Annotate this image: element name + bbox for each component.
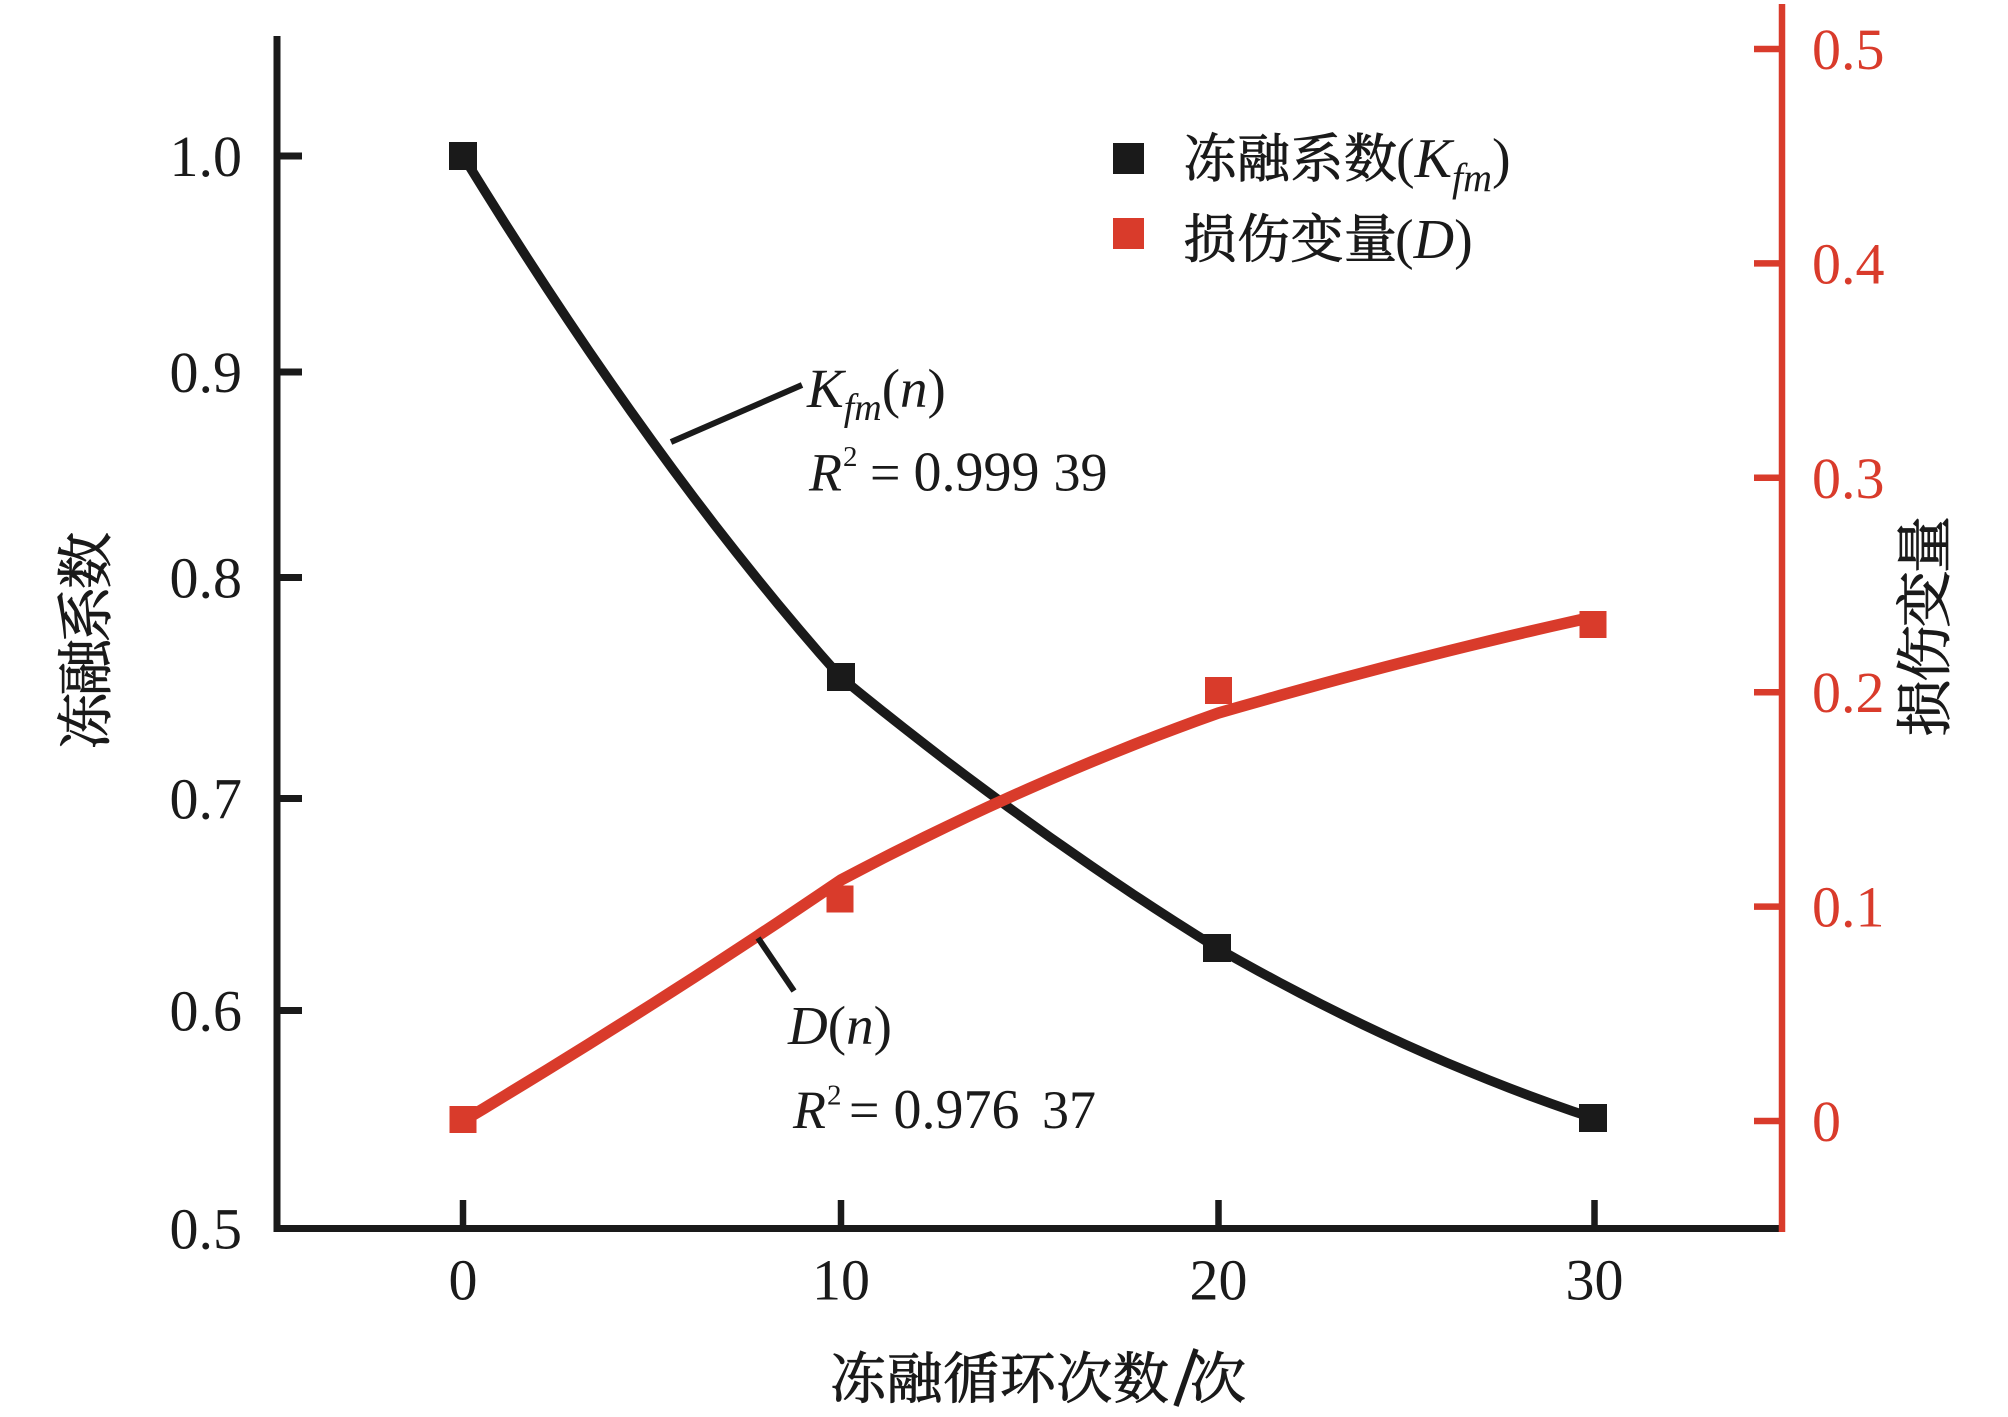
- svg-text:=: =: [870, 443, 900, 503]
- svg-text:0.2: 0.2: [1812, 660, 1885, 725]
- svg-text:Kfm(n): Kfm(n): [806, 358, 946, 429]
- svg-text:0.976: 0.976: [894, 1079, 1020, 1141]
- svg-text:R: R: [792, 1080, 826, 1140]
- svg-text:D(n): D(n): [787, 995, 892, 1056]
- svg-text:2: 2: [827, 1080, 842, 1112]
- svg-text:0.9: 0.9: [170, 340, 243, 405]
- svg-text:=: =: [849, 1080, 879, 1140]
- svg-text:0.1: 0.1: [1812, 875, 1885, 940]
- svg-text:0.3: 0.3: [1812, 446, 1885, 511]
- svg-text:2: 2: [843, 441, 858, 473]
- svg-text:(D): (D): [1395, 209, 1473, 271]
- svg-text:1.0: 1.0: [170, 124, 243, 189]
- svg-text:0.5: 0.5: [1812, 17, 1885, 82]
- svg-text:0.8: 0.8: [170, 546, 243, 611]
- svg-text:0.999: 0.999: [914, 442, 1040, 504]
- svg-text:0.5: 0.5: [170, 1197, 243, 1262]
- svg-text:37: 37: [1042, 1080, 1096, 1140]
- svg-text:0.4: 0.4: [1812, 231, 1885, 296]
- svg-text:39: 39: [1054, 443, 1108, 503]
- svg-text:20: 20: [1190, 1248, 1248, 1313]
- svg-text:0: 0: [1812, 1089, 1841, 1154]
- svg-text:10: 10: [812, 1248, 870, 1313]
- svg-text:R: R: [808, 443, 842, 503]
- svg-text:0.6: 0.6: [170, 979, 243, 1044]
- svg-text:0.7: 0.7: [170, 767, 243, 832]
- svg-text:0: 0: [449, 1248, 478, 1313]
- svg-text:30: 30: [1566, 1248, 1624, 1313]
